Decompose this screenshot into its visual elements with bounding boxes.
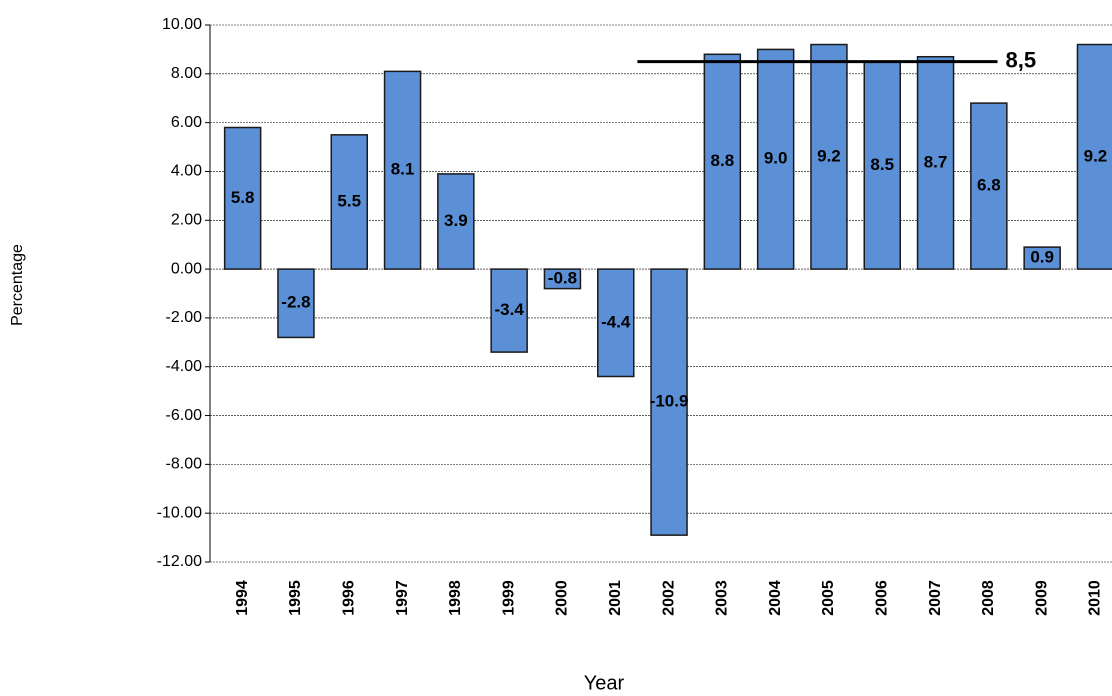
value-label: 9.2	[817, 146, 841, 165]
x-tick-label: 2010	[1087, 580, 1104, 616]
y-axis-label: Percentage	[9, 244, 26, 326]
value-label: -2.8	[281, 293, 310, 312]
y-tick-label: -2.00	[166, 309, 203, 326]
value-label: 8.1	[391, 160, 415, 179]
bar	[543, 268, 582, 290]
x-tick-label: 1997	[394, 580, 411, 616]
y-tick-label: 2.00	[171, 211, 202, 228]
x-tick-label: 2003	[714, 580, 731, 616]
x-tick-label: 1999	[500, 580, 517, 616]
x-tick-label: 1995	[287, 580, 304, 616]
x-tick-label: 2001	[607, 580, 624, 616]
bar	[223, 126, 262, 270]
x-axis-label: Year	[584, 672, 625, 694]
x-tick-label: 2008	[980, 580, 997, 616]
y-tick-label: 8.00	[171, 65, 202, 82]
bar	[437, 173, 475, 270]
x-tick-label: 2007	[927, 580, 944, 616]
value-label: -3.4	[495, 300, 525, 319]
y-tick-label: 6.00	[171, 114, 202, 131]
bar	[1023, 246, 1061, 270]
y-tick-label: -10.00	[157, 504, 202, 521]
bar	[916, 55, 955, 270]
bar	[597, 268, 635, 378]
y-tick-label: -12.00	[157, 553, 202, 570]
value-label: 9.0	[764, 149, 788, 168]
y-tick-label: -6.00	[166, 407, 203, 424]
value-label: 8.7	[924, 152, 948, 171]
value-label: 5.5	[337, 191, 361, 210]
x-tick-label: 2002	[660, 580, 677, 616]
value-label: 0.9	[1030, 248, 1054, 267]
x-tick-label: 1994	[234, 580, 251, 616]
x-tick-label: 2004	[767, 580, 784, 616]
x-tick-label: 2000	[554, 580, 571, 616]
y-tick-label: 4.00	[171, 163, 202, 180]
value-label: 6.8	[977, 176, 1001, 195]
x-tick-label: 2005	[820, 580, 837, 616]
y-tick-label: 0.00	[171, 260, 202, 277]
bar	[383, 70, 422, 270]
bar	[863, 60, 901, 270]
value-label: 8.8	[711, 151, 735, 170]
y-tick-label: -8.00	[166, 456, 203, 473]
bar	[756, 48, 795, 270]
value-label: 5.8	[231, 188, 255, 207]
y-tick-label: -4.00	[166, 358, 203, 375]
bar	[650, 268, 688, 536]
value-label: -10.9	[650, 392, 689, 411]
value-label: 3.9	[444, 211, 468, 230]
bar	[490, 268, 528, 353]
average-label: 8,5	[1006, 47, 1037, 72]
x-tick-label: 2006	[873, 580, 890, 616]
value-label: 8.5	[870, 155, 894, 174]
x-tick-label: 1996	[340, 580, 357, 616]
bar	[277, 268, 315, 339]
x-tick-label: 1998	[447, 580, 464, 616]
bar	[810, 43, 848, 270]
bar	[703, 53, 742, 270]
bar	[970, 102, 1008, 270]
bar	[1076, 43, 1112, 270]
bar	[330, 134, 368, 270]
y-tick-label: 10.00	[162, 16, 202, 33]
value-label: 9.2	[1084, 146, 1108, 165]
x-tick-label: 2009	[1033, 580, 1050, 616]
value-label: -4.4	[601, 312, 631, 331]
value-label: -0.8	[548, 268, 577, 287]
